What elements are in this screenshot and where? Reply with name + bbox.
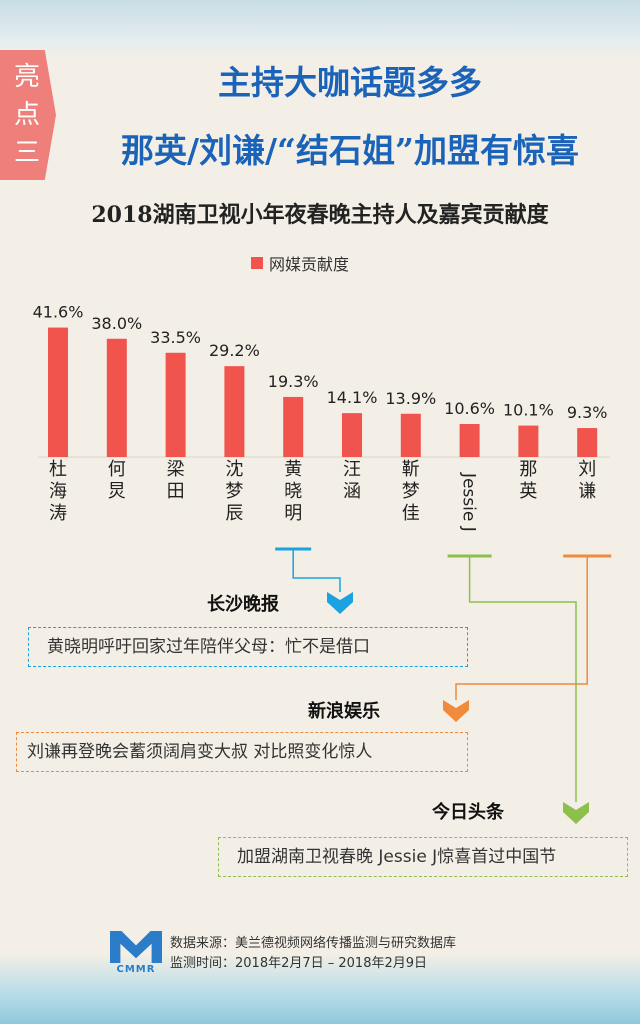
category-label: 何炅 (108, 459, 126, 502)
chart-title: 2018湖南卫视小年夜春晚主持人及嘉宾贡献度 (91, 202, 549, 228)
bar (48, 327, 68, 457)
legend-label: 网媒贡献度 (269, 255, 350, 274)
callout-text: 黄晓明呼吁回家过年陪伴父母：忙不是借口 (47, 637, 370, 657)
data-label: 29.2% (209, 341, 260, 360)
callout-arrow-icon (563, 802, 589, 824)
callout-headline-sina: 刘谦再登晚会蓄须阔肩变大叔 对比照变化惊人 (16, 732, 468, 772)
callout-text: 加盟湖南卫视春晚 Jessie J惊喜首过中国节 (237, 847, 557, 867)
category-label: 汪涵 (343, 459, 361, 502)
badge-char: 点 (13, 100, 40, 130)
category-label: 沈梦辰 (225, 459, 243, 524)
data-label: 33.5% (150, 328, 201, 347)
cmmr-logo-mark (110, 931, 162, 963)
category-label: 黄晓明 (284, 459, 302, 524)
badge-char: 三 (13, 138, 40, 168)
data-source: 数据来源：美兰德视频网络传播监测与研究数据库 (170, 936, 457, 951)
data-label: 10.6% (444, 399, 495, 418)
category-label: 靳梦佳 (402, 459, 420, 524)
callout-connector (292, 549, 341, 592)
bar (400, 413, 421, 457)
category-label: 那英 (519, 459, 537, 502)
bar (165, 352, 186, 457)
footer-text: 数据来源：美兰德视频网络传播监测与研究数据库 监测时间：2018年2月7日 – … (170, 934, 456, 974)
category-label: 梁田 (167, 459, 185, 502)
bar (106, 338, 127, 457)
category-label: 杜海涛 (49, 459, 67, 524)
legend-swatch (251, 257, 263, 269)
bar (459, 424, 480, 457)
data-label: 13.9% (385, 389, 436, 408)
highlight-badge-text: 亮 点 三 (12, 58, 42, 172)
background-bottom (0, 954, 640, 1024)
bar (518, 425, 539, 457)
bar (224, 366, 245, 457)
callout-connector (455, 556, 588, 700)
callout-connector (468, 556, 577, 802)
bar (283, 396, 304, 457)
chart-legend: 网媒贡献度 (251, 251, 349, 275)
headline-line-2: 那英/刘谦/“结石姐”加盟有惊喜 (120, 131, 580, 170)
bar-chart: 41.6% 杜海涛 38.0% 何炅 33.5% 梁田 29.2% 沈梦辰 19.3% 黄晓明 14… (33, 303, 612, 824)
badge-char: 亮 (13, 62, 40, 92)
bar (577, 428, 598, 457)
highlight-badge (0, 50, 56, 180)
cmmr-logo: CMMR (110, 931, 162, 977)
bar (342, 413, 362, 457)
callout-text: 刘谦再登晚会蓄须阔肩变大叔 对比照变化惊人 (27, 742, 373, 762)
data-label: 14.1% (327, 388, 378, 407)
callout-headline-toutiao: 加盟湖南卫视春晚 Jessie J惊喜首过中国节 (218, 837, 628, 877)
data-label: 38.0% (91, 314, 142, 333)
monitor-time: 监测时间：2018年2月7日 – 2018年2月9日 (170, 956, 428, 971)
headline-line-1: 主持大咖话题多多 (218, 63, 482, 102)
data-label: 19.3% (268, 372, 319, 391)
callout-source-toutiao: 今日头条 (432, 802, 504, 823)
footer: CMMR 数据来源：美兰德视频网络传播监测与研究数据库 监测时间：2018年2月… (110, 931, 456, 977)
cmmr-logo-text: CMMR (116, 964, 156, 975)
background-top (0, 0, 640, 60)
category-label: 刘谦 (578, 459, 596, 502)
category-label: Jessie J (459, 472, 479, 532)
callout-arrow-icon (327, 592, 353, 614)
callout-arrow-icon (443, 700, 469, 722)
callout-headline-changsha: 黄晓明呼吁回家过年陪伴父母：忙不是借口 (28, 627, 468, 667)
callout-source-changsha: 长沙晚报 (207, 594, 279, 615)
data-label: 10.1% (503, 401, 554, 420)
data-label: 9.3% (567, 403, 608, 422)
data-label: 41.6% (33, 303, 84, 322)
callout-source-sina: 新浪娱乐 (308, 701, 380, 722)
